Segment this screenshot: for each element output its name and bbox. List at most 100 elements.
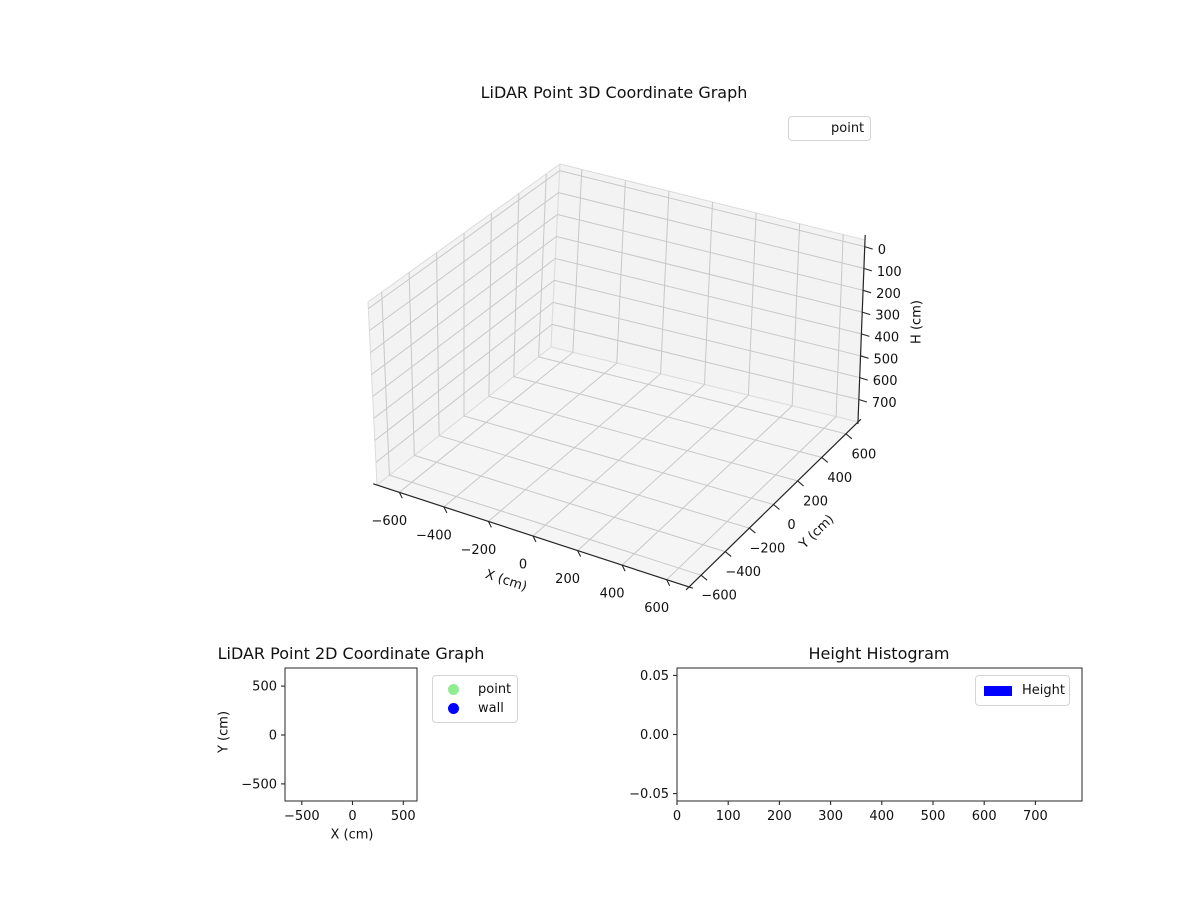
grid-y-line xyxy=(438,435,750,529)
grid-y-line xyxy=(513,376,822,458)
plot2d-legend: point wall xyxy=(432,675,518,723)
grid-x-line xyxy=(572,169,583,353)
x-tick-label: 500 xyxy=(391,809,416,824)
z-tick xyxy=(859,377,868,381)
z-tick-label: 100 xyxy=(877,265,902,280)
z-tick xyxy=(861,333,870,337)
point-marker-icon xyxy=(448,684,459,695)
x-tick-label: 400 xyxy=(600,587,625,602)
x-tick-label: 100 xyxy=(716,809,741,824)
plot2d-xaxis-label: X (cm) xyxy=(330,827,374,843)
y-tick xyxy=(700,574,708,581)
histogram-legend-label: Height xyxy=(1022,683,1065,698)
plot3d-legend: point xyxy=(788,116,871,141)
grid-y-line xyxy=(436,252,440,436)
y-tick-label: −400 xyxy=(725,565,761,580)
y-tick-label: 0 xyxy=(787,518,795,533)
y-tick-label: 500 xyxy=(252,680,277,695)
x-tick xyxy=(487,521,492,528)
z-tick-label: 600 xyxy=(873,374,898,389)
x-tick-label: −400 xyxy=(416,528,452,543)
histogram-title: Height Histogram xyxy=(808,644,950,663)
grid-y-line xyxy=(414,454,726,553)
grid-y-line xyxy=(513,193,520,377)
legend-entry-wall: wall xyxy=(433,699,517,718)
x-tick-label: 0 xyxy=(673,809,681,824)
y-axis-line xyxy=(685,418,862,591)
x-tick-label: 600 xyxy=(972,809,997,824)
z-tick xyxy=(863,267,873,272)
y-tick-label: 600 xyxy=(851,447,876,462)
y-tick-label: −200 xyxy=(750,542,786,557)
z-axis-line xyxy=(857,234,866,425)
legend-entry-point-label: point xyxy=(478,682,512,697)
y-tick-label: 400 xyxy=(827,471,852,486)
x-tick-label: 0 xyxy=(519,558,527,573)
x-tick xyxy=(443,506,448,514)
z-tick-label: 500 xyxy=(874,352,899,367)
x-axis-line xyxy=(373,483,693,589)
x-tick-label: 0 xyxy=(348,809,356,824)
lidar-2d-frame xyxy=(284,667,418,802)
grid-y-line xyxy=(408,272,415,456)
grid-y-line xyxy=(381,292,390,476)
histogram-legend: Height xyxy=(975,675,1070,706)
x-tick-label: 300 xyxy=(818,809,843,824)
z-tick-label: 0 xyxy=(878,243,886,258)
y-tick xyxy=(821,456,829,463)
grid-x-line xyxy=(616,180,626,364)
y-tick-label: −0.05 xyxy=(629,787,669,802)
height-swatch-icon xyxy=(984,685,1012,696)
x-tick-label: 500 xyxy=(921,809,946,824)
plot2d-yaxis-label: Y (cm) xyxy=(216,710,232,754)
legend-entry-wall-label: wall xyxy=(478,701,504,716)
y-tick-label: 200 xyxy=(803,494,828,509)
wall-marker-icon xyxy=(448,703,459,714)
z-tick xyxy=(864,246,873,250)
grid-x-line xyxy=(835,234,844,417)
z-tick-label: 200 xyxy=(876,287,901,302)
x-tick-label: −500 xyxy=(284,809,320,824)
y-tick-label: 0.05 xyxy=(640,669,669,684)
x-tick-label: 200 xyxy=(767,809,792,824)
grid-y-line xyxy=(488,395,798,482)
grid-y-line xyxy=(463,415,774,505)
z-tick-label: 400 xyxy=(874,330,899,345)
z-tick-label: 300 xyxy=(875,309,900,324)
plot3d-zaxis-label: H (cm) xyxy=(909,300,925,344)
x-tick xyxy=(577,550,582,557)
y-tick xyxy=(797,480,804,487)
z-tick xyxy=(860,355,869,359)
y-tick-label: 0.00 xyxy=(640,728,669,743)
grid-x-line xyxy=(791,223,801,406)
x-tick xyxy=(532,535,537,543)
plot2d-title: LiDAR Point 2D Coordinate Graph xyxy=(217,644,485,663)
z-tick xyxy=(862,311,871,316)
grid-y-line xyxy=(488,213,492,397)
z-tick xyxy=(862,289,872,294)
y-tick-label: −600 xyxy=(701,589,737,604)
x-tick-label: 600 xyxy=(644,601,669,616)
x-tick xyxy=(621,564,626,572)
y-tick xyxy=(773,504,780,510)
legend-entry-point: point xyxy=(433,680,517,699)
grid-y-line xyxy=(538,356,847,435)
y-tick-label: 0 xyxy=(269,729,277,744)
x-tick-label: 700 xyxy=(1023,809,1048,824)
x-tick-label: −600 xyxy=(371,514,407,529)
y-tick xyxy=(845,433,853,440)
y-tick-label: −500 xyxy=(241,777,277,792)
grid-x-line xyxy=(660,191,670,374)
plot3d-title: LiDAR Point 3D Coordinate Graph xyxy=(480,83,748,102)
grid-x-line xyxy=(704,201,713,385)
plot3d-legend-label: point xyxy=(831,121,865,136)
grid-x-line xyxy=(747,212,757,396)
x-tick-label: −200 xyxy=(461,543,497,558)
x-tick xyxy=(398,492,403,499)
grid-y-line xyxy=(538,173,547,357)
x-tick-label: 400 xyxy=(869,809,894,824)
y-tick xyxy=(724,551,732,558)
x-tick xyxy=(666,579,671,586)
